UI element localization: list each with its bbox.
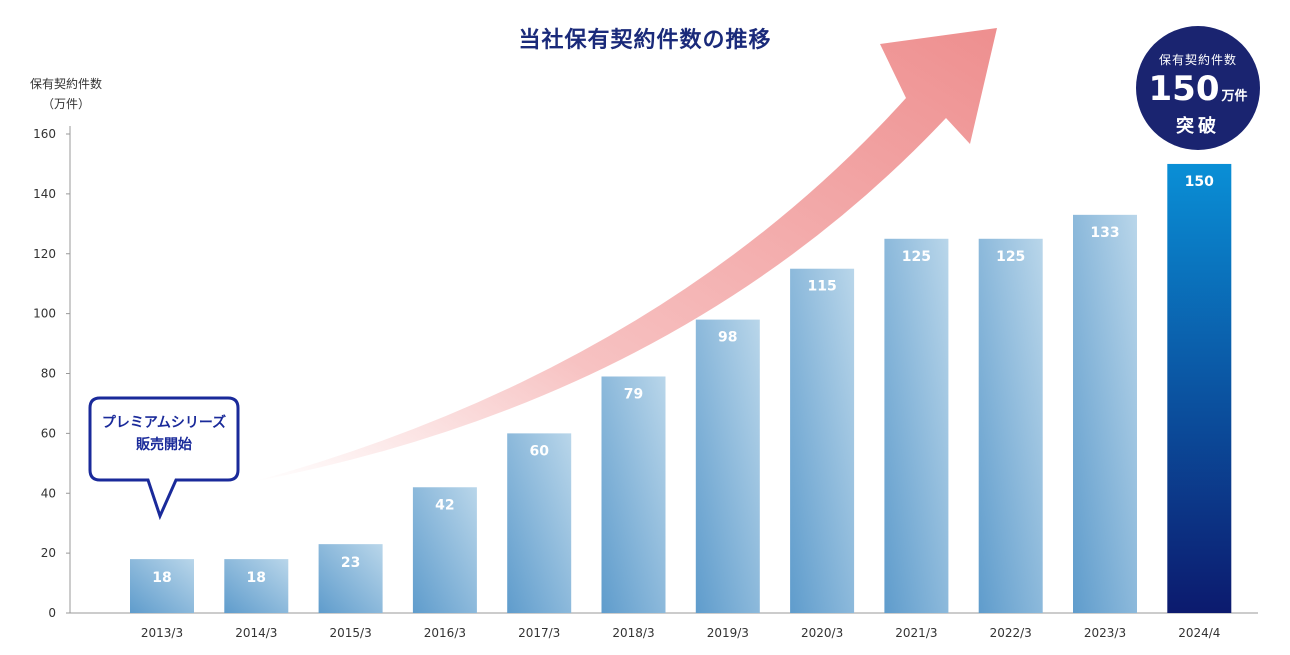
x-tick-label: 2024/4 xyxy=(1178,626,1220,640)
bar xyxy=(978,238,1043,613)
y-tick-label: 120 xyxy=(33,247,56,261)
milestone-badge: 保有契約件数 150 万件 突破 xyxy=(1136,26,1260,150)
badge-number: 150 xyxy=(1148,69,1220,109)
bar xyxy=(318,544,383,613)
bar xyxy=(412,487,477,613)
growth-arrow xyxy=(252,28,997,482)
bar xyxy=(601,376,666,613)
x-tick-label: 2022/3 xyxy=(990,626,1032,640)
y-tick-label: 20 xyxy=(41,546,56,560)
x-tick-label: 2013/3 xyxy=(141,626,183,640)
y-tick-label: 60 xyxy=(41,426,56,440)
bar xyxy=(1167,163,1232,613)
y-axis-label-unit: （万件） xyxy=(41,97,90,111)
y-tick-label: 80 xyxy=(41,367,56,381)
bar-value-label: 150 xyxy=(1185,174,1214,190)
callout-line1: プレミアムシリーズ xyxy=(101,415,227,431)
bar xyxy=(790,268,855,613)
callout-text: プレミアムシリーズ 販売開始 xyxy=(86,412,242,456)
x-tick-label: 2018/3 xyxy=(612,626,654,640)
callout-line2: 販売開始 xyxy=(136,437,192,453)
bar-value-label: 60 xyxy=(529,443,549,459)
x-tick-label: 2015/3 xyxy=(329,626,371,640)
bar-value-label: 18 xyxy=(247,570,266,586)
bar-value-label: 115 xyxy=(807,279,836,295)
bar-value-label: 42 xyxy=(435,497,454,513)
x-tick-label: 2019/3 xyxy=(707,626,749,640)
bar xyxy=(1073,214,1137,614)
bar-value-label: 98 xyxy=(718,330,737,346)
y-tick-label: 40 xyxy=(41,486,56,500)
y-axis-label-line1: 保有契約件数 xyxy=(29,77,102,91)
bar-value-label: 79 xyxy=(624,386,643,402)
x-tick-label: 2014/3 xyxy=(235,626,277,640)
x-tick-label: 2023/3 xyxy=(1084,626,1126,640)
bar-value-label: 125 xyxy=(902,249,931,265)
chart-title: 当社保有契約件数の推移 xyxy=(518,28,772,53)
x-tick-label: 2016/3 xyxy=(424,626,466,640)
y-tick-label: 140 xyxy=(33,187,56,201)
bar xyxy=(224,559,289,613)
bar-value-label: 125 xyxy=(996,249,1025,265)
bar xyxy=(695,319,760,613)
badge-suffix: 突破 xyxy=(1176,116,1220,137)
badge-label: 保有契約件数 xyxy=(1158,53,1237,67)
badge-unit: 万件 xyxy=(1221,89,1248,104)
y-tick-label: 100 xyxy=(33,307,56,321)
y-tick-label: 160 xyxy=(33,127,56,141)
bar xyxy=(507,433,572,613)
bar-value-label: 23 xyxy=(341,555,360,571)
y-axis-label: 保有契約件数 （万件） xyxy=(16,74,116,114)
x-tick-label: 2021/3 xyxy=(895,626,937,640)
badge-value: 150 万件 xyxy=(1136,69,1260,117)
bar-value-label: 18 xyxy=(152,570,171,586)
x-tick-label: 2020/3 xyxy=(801,626,843,640)
bar xyxy=(130,559,194,613)
bar xyxy=(884,238,949,613)
x-tick-label: 2017/3 xyxy=(518,626,560,640)
callout-bubble xyxy=(88,396,240,521)
y-tick-label: 0 xyxy=(48,606,56,620)
bar-value-label: 133 xyxy=(1090,225,1119,241)
